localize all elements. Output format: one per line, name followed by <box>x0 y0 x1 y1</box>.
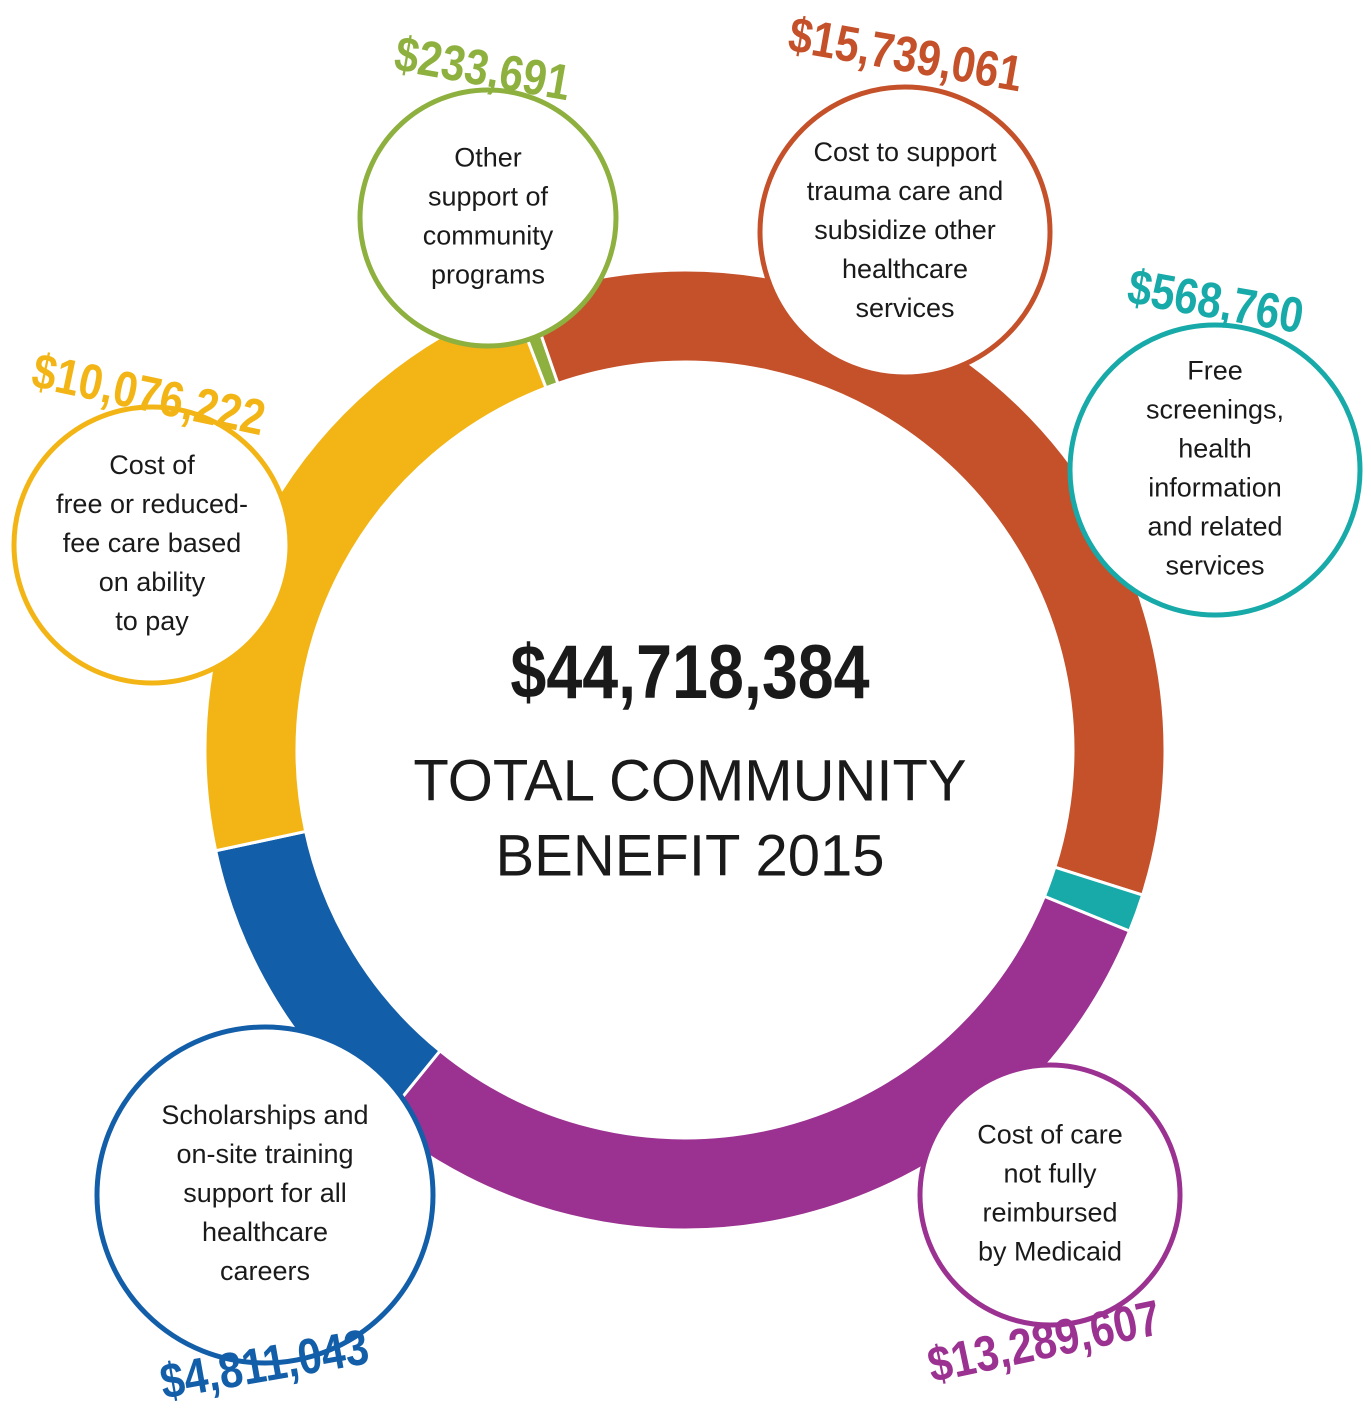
bubble-description: Scholarships and <box>161 1100 368 1130</box>
bubble-description: by Medicaid <box>978 1237 1122 1267</box>
bubble-description: trauma care and <box>807 176 1004 206</box>
bubble-description: Cost of <box>109 450 195 480</box>
bubble-description: health <box>1178 434 1252 464</box>
bubble-description: healthcare <box>842 254 968 284</box>
bubble-description: support of <box>428 182 549 212</box>
bubble <box>1067 322 1363 618</box>
bubble-description: programs <box>431 260 545 290</box>
bubble-description: reimbursed <box>982 1198 1117 1228</box>
bubble-description: and related <box>1147 512 1282 542</box>
bubble-description: Cost of care <box>977 1120 1123 1150</box>
bubble-description: to pay <box>115 606 189 636</box>
bubble-description: on ability <box>99 567 206 597</box>
bubble-description: screenings, <box>1146 395 1284 425</box>
bubble-description: on-site training <box>176 1139 353 1169</box>
bubble-description: support for all <box>183 1178 347 1208</box>
bubble-description: free or reduced- <box>56 489 248 519</box>
bubble <box>757 84 1053 380</box>
bubble-description: Cost to support <box>813 137 997 167</box>
bubble <box>11 404 293 686</box>
bubble-description: subsidize other <box>814 215 996 245</box>
title-line: BENEFIT 2015 <box>495 823 884 888</box>
bubble-description: information <box>1148 473 1282 503</box>
bubble-description: services <box>855 293 954 323</box>
bubble-description: careers <box>220 1256 310 1286</box>
bubble-description: services <box>1165 551 1264 581</box>
bubble <box>917 1062 1183 1328</box>
bubble <box>94 1024 436 1366</box>
title-line: TOTAL COMMUNITY <box>413 748 966 813</box>
bubble-description: not fully <box>1003 1159 1097 1189</box>
bubble-description: Free <box>1187 356 1243 386</box>
bubble-description: Other <box>454 143 522 173</box>
bubble-description: fee care based <box>63 528 242 558</box>
bubble-description: community <box>423 221 554 251</box>
bubble-description: healthcare <box>202 1217 328 1247</box>
total-value: $44,718,384 <box>510 629 869 714</box>
bubble <box>357 87 619 349</box>
